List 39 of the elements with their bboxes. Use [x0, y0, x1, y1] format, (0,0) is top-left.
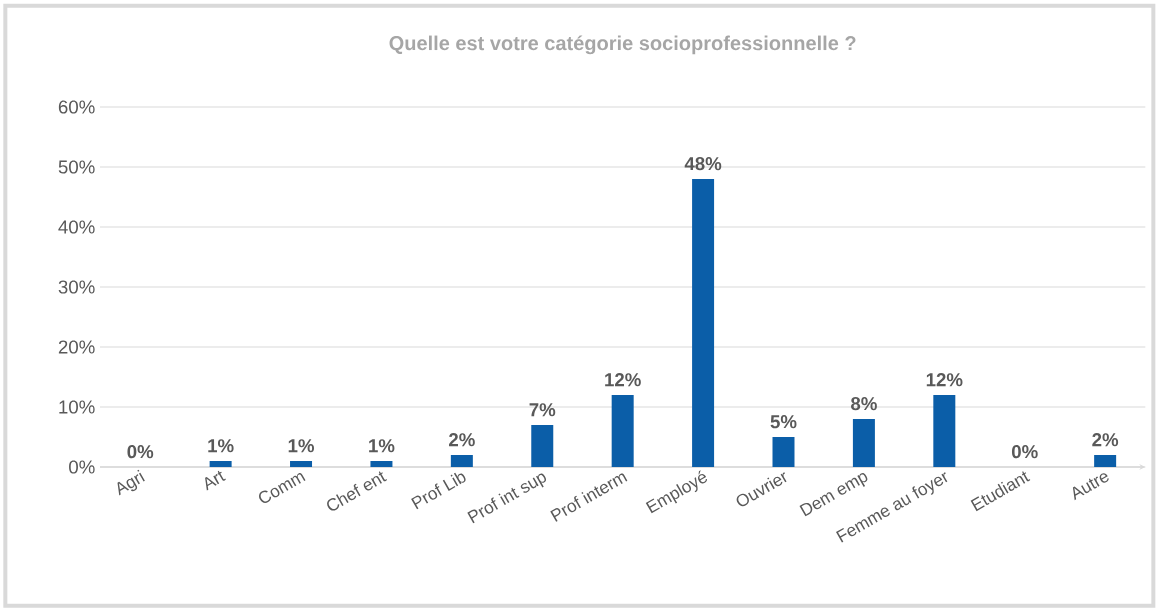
bar	[933, 395, 956, 467]
data-label: 7%	[529, 403, 556, 417]
y-tick-label: 10%	[59, 400, 95, 414]
data-label: 8%	[851, 397, 877, 411]
data-label: 0%	[127, 445, 154, 459]
bar	[1094, 455, 1117, 467]
bar	[370, 461, 393, 467]
y-tick-label: 0%	[69, 460, 95, 474]
x-tick-label: Art	[205, 470, 226, 491]
data-label: 1%	[208, 439, 234, 453]
data-label: 1%	[288, 439, 315, 453]
y-tick-label: 30%	[58, 280, 95, 294]
data-label: 1%	[369, 439, 395, 453]
x-tick-label: Autre	[1072, 473, 1109, 501]
bar	[531, 425, 554, 467]
data-label: 2%	[1092, 433, 1119, 447]
x-tick-label: Agri	[117, 469, 145, 496]
data-label: 12%	[926, 373, 963, 387]
x-tick-label: Prof int sup	[467, 473, 547, 524]
bar	[772, 437, 795, 467]
bar	[692, 179, 715, 467]
y-tick-label: 40%	[58, 220, 95, 234]
y-tick-label: 50%	[58, 160, 95, 174]
chart-title: Quelle est votre catégorie socioprofessionnelle ?	[389, 35, 856, 55]
data-label: 2%	[449, 433, 475, 447]
y-tick-label: 60%	[58, 100, 95, 114]
x-tick-label: Dem emp	[799, 473, 868, 517]
x-tick-label: Chef ent	[327, 471, 387, 511]
bar	[852, 419, 875, 467]
x-tick-label: Prof Lib	[411, 472, 466, 510]
bar	[611, 395, 634, 467]
bar	[209, 461, 232, 467]
data-label: 5%	[770, 415, 797, 429]
data-label: 48%	[684, 157, 722, 171]
data-label: 0%	[1011, 445, 1038, 459]
y-tick-label: 20%	[58, 340, 95, 354]
data-label: 12%	[605, 373, 641, 387]
bar	[450, 455, 473, 467]
bar	[290, 461, 313, 467]
